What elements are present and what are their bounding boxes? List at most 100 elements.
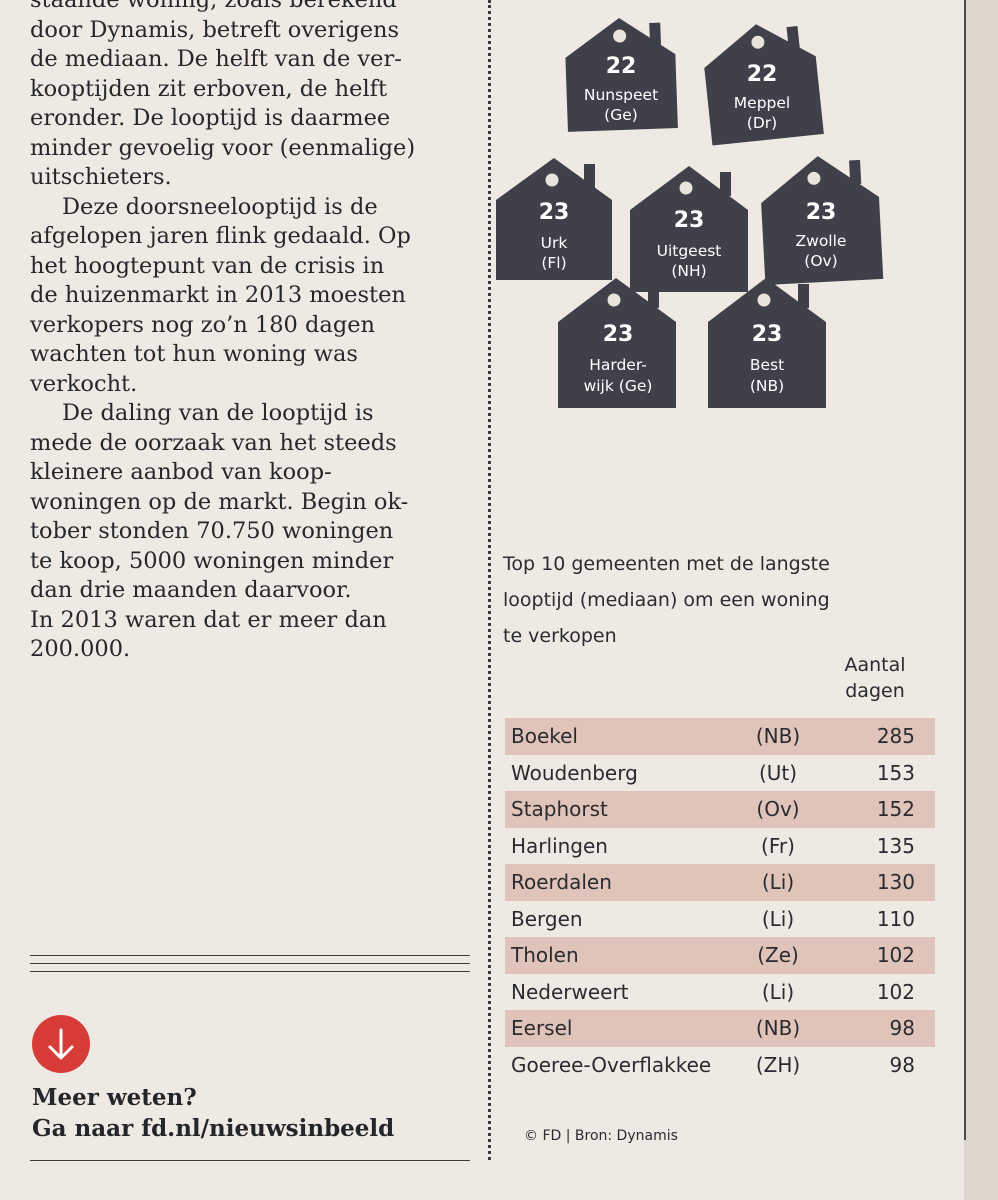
house-shape [708, 278, 826, 408]
house-province: (NH) [671, 262, 707, 280]
house-days: 22 [605, 54, 637, 79]
text-line: minder gevoelig voor (eenmalige) [30, 134, 416, 161]
days-value: 152 [876, 797, 915, 821]
house-province: (Dr) [746, 114, 778, 132]
caption-line: Top 10 gemeenten met de langste [503, 553, 830, 575]
paper-edge [964, 0, 998, 1200]
house-tag-icon: 22 Meppel (Dr) [696, 16, 828, 146]
article-paragraph: staande woning, zoals berekend door Dyna… [30, 0, 470, 193]
text-line: te koop, 5000 woningen minder [30, 547, 394, 574]
house-shape [761, 156, 884, 286]
table-row: Eersel (NB) 98 [505, 1010, 935, 1047]
house-days: 22 [746, 62, 778, 87]
article-paragraph: Deze doorsneelooptijd is de afgelopen ja… [30, 193, 470, 400]
page-border [964, 0, 966, 1140]
house-name: Harder- [589, 356, 647, 374]
house-days: 23 [538, 200, 570, 225]
days-value: 102 [876, 943, 915, 967]
table-row: Nederweert (Li) 102 [505, 974, 935, 1011]
province-code: (ZH) [755, 1052, 801, 1077]
text-line: kleinere aanbod van koop- [30, 459, 332, 485]
house-name: Uitgeest [656, 242, 722, 260]
rule-line [30, 971, 470, 972]
house-name: Meppel [733, 94, 791, 112]
text-line: de mediaan. De helft van de ver- [30, 46, 402, 72]
text-line: wachten tot hun woning was [30, 341, 358, 367]
province-code: (Ut) [758, 760, 798, 785]
days-value: 135 [876, 833, 915, 858]
text-line: woningen op de markt. Begin ok- [30, 488, 409, 515]
house-shape [565, 18, 678, 132]
rule-line [30, 955, 470, 956]
more-info-heading: Meer weten? [32, 1084, 197, 1111]
house-name: Zwolle [795, 232, 847, 250]
text-line: Deze doorsneelooptijd is de [62, 193, 378, 220]
text-line: tober stonden 70.750 woningen [30, 518, 394, 544]
municipality-name: Eersel [511, 1016, 573, 1040]
table-row: Woudenberg (Ut) 153 [505, 755, 935, 792]
text-line: door Dynamis, betreft overigens [30, 16, 400, 43]
text-line: verkopers nog zo’n 180 dagen [30, 311, 376, 338]
province-code: (Li) [761, 906, 795, 931]
table-row: Staphorst (Ov) 152 [505, 791, 935, 828]
table-row: Roerdalen (Li) 130 [505, 864, 935, 901]
province-code: (Li) [761, 870, 795, 894]
house-tag-icon: 23 Harder- wijk (Ge) [552, 272, 684, 412]
municipality-name: Roerdalen [511, 870, 612, 894]
text-line: het hoogtepunt van de crisis in [30, 252, 385, 279]
house-tag-icon: 23 Uitgeest (NH) [624, 160, 754, 296]
house-days: 23 [673, 208, 705, 233]
caption-line: looptijd (mediaan) om een woning [503, 589, 830, 611]
days-value: 153 [876, 760, 915, 785]
house-shape [630, 166, 748, 292]
municipality-name: Boekel [511, 724, 578, 748]
house-province: (Fl) [541, 254, 567, 272]
house-days: 23 [751, 322, 783, 347]
days-value: 110 [876, 906, 915, 931]
days-value: 98 [889, 1052, 915, 1077]
house-shape [704, 24, 824, 146]
house-shape [558, 278, 676, 408]
more-info-link[interactable]: Ga naar fd.nl/nieuwsinbeeld [32, 1115, 395, 1142]
bottom-rule [30, 1160, 470, 1161]
separator-rules [30, 955, 470, 979]
column-divider [488, 0, 491, 1160]
municipality-name: Tholen [511, 943, 579, 967]
municipality-name: Bergen [511, 906, 583, 931]
house-tag-icon: 23 Urk (Fl) [490, 152, 618, 284]
caption-line: te verkopen [503, 625, 617, 647]
house-shape [496, 158, 612, 280]
house-tag-icon: 23 Best (NB) [702, 272, 832, 412]
house-name: Urk [540, 234, 568, 252]
municipality-name: Woudenberg [511, 760, 638, 785]
text-line: mede de oorzaak van het steeds [30, 429, 397, 456]
house-province: wijk (Ge) [583, 377, 653, 395]
text-line: In 2013 waren dat er meer dan [30, 606, 387, 633]
province-code: (Fr) [761, 833, 795, 858]
more-info: Meer weten? Ga naar fd.nl/nieuwsinbeeld [32, 1082, 472, 1144]
days-value: 130 [876, 870, 915, 894]
text-line: eronder. De looptijd is daarmee [30, 105, 391, 131]
house-tag-icon: 22 Nunspeet (Ge) [556, 12, 686, 136]
province-code: (NB) [755, 1016, 801, 1040]
text-line: staande woning, zoals berekend [30, 0, 397, 13]
table-row: Harlingen (Fr) 135 [505, 828, 935, 865]
municipality-name: Harlingen [511, 833, 608, 858]
municipality-name: Nederweert [511, 979, 629, 1004]
arrow-down-icon [32, 1015, 90, 1073]
days-value: 285 [876, 724, 915, 748]
article-paragraph: De daling van de looptijd is mede de oor… [30, 399, 470, 665]
table-row: Tholen (Ze) 102 [505, 937, 935, 974]
days-value: 98 [889, 1016, 915, 1040]
house-province: (NB) [749, 377, 785, 395]
text-line: afgelopen jaren flink gedaald. Op [30, 223, 411, 249]
house-name: Best [749, 356, 785, 374]
province-code: (NB) [755, 724, 801, 748]
text-line: dan drie maanden daarvoor. [30, 577, 352, 603]
text-line: 200.000. [30, 636, 131, 662]
house-tag-icon: 23 Zwolle (Ov) [756, 150, 886, 286]
days-value: 102 [876, 979, 915, 1004]
text-line: De daling van de looptijd is [62, 400, 374, 426]
table-caption: Top 10 gemeenten met de langste looptijd… [503, 546, 933, 654]
text-line: uitschieters. [30, 164, 172, 190]
